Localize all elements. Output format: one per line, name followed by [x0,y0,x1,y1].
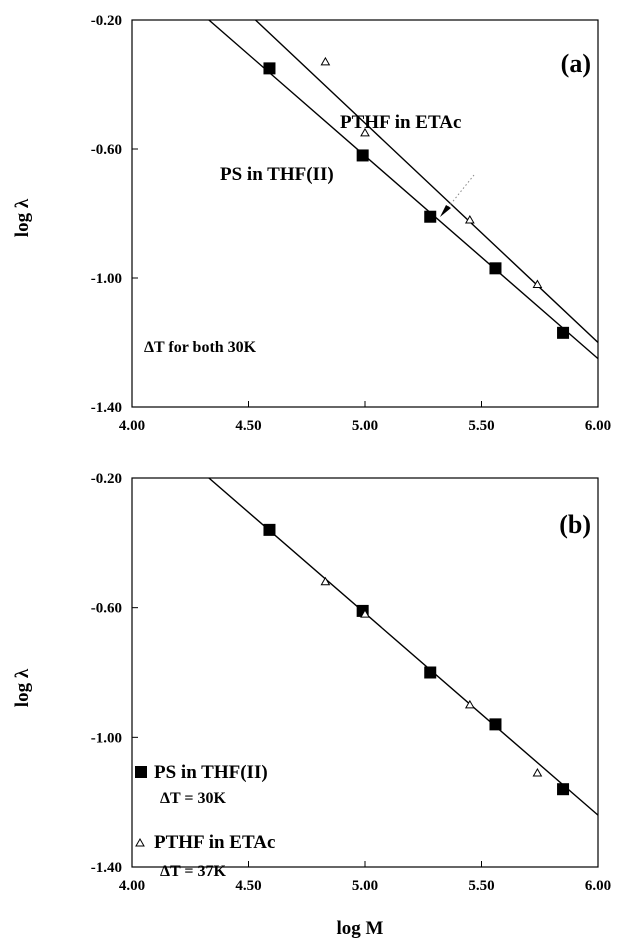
legend-marker-pthf [135,837,145,847]
data-point-square-a [356,149,369,162]
panel-label-a: (a) [561,49,591,78]
legend-sublabel-pthf: ΔT = 37K [160,863,227,880]
x-tick-label-b: 5.50 [468,878,494,894]
x-tick-label-a: 4.00 [119,418,145,434]
data-point-square-b [424,666,437,679]
x-tick-label-a: 5.50 [468,418,494,434]
x-axis-label: log M [337,918,384,939]
panel-b: log λ (b) 4.00 4.50 5.00 5.50 6.00 -0.20 -0.60… [12,471,611,939]
legend-sublabel-ps: ΔT = 30K [160,790,227,807]
x-tick-label-b: 5.00 [352,878,378,894]
x-tick-label-a: 5.00 [352,418,378,434]
data-point-square-a [424,210,437,223]
y-axis-label-b: log λ [12,668,33,707]
y-tick-label-a: -1.00 [91,271,122,287]
data-point-triangle-a [320,56,331,66]
data-point-triangle-b [320,576,331,586]
x-tick-label-a: 4.50 [235,418,261,434]
legend-b: PS in THF(II) ΔT = 30K PTHF in ETAc ΔT =… [135,762,275,880]
y-axis-label-a: log λ [12,198,33,237]
data-point-triangle-b [360,609,370,618]
data-point-triangle-a [464,214,475,224]
legend-label-pthf: PTHF in ETAc [154,832,275,853]
data-point-square-a [557,326,570,339]
data-point-square-b [263,523,276,536]
y-tick-label-b: -1.40 [91,860,122,876]
x-tick-label-b: 4.00 [119,878,145,894]
legend-marker-ps [135,766,147,778]
legend-label-ps: PS in THF(II) [154,762,268,783]
tick-labels-b: 4.00 4.50 5.00 5.50 6.00 -0.20 -0.60 -1.00 -1.40 [91,471,611,894]
y-tick-label-b: -0.20 [91,471,122,487]
plot-area-a [131,19,599,408]
plot-frame-b [131,477,599,868]
data-point-square-b [489,718,502,731]
data-point-triangle-a [532,279,543,288]
x-tick-label-b: 6.00 [585,878,611,894]
annotation-pthf-a: PTHF in ETAc [340,112,461,133]
panel-a: log λ (a) 4.00 4.50 5.00 5.50 6.00 -0.20 -0.60… [12,13,611,434]
annotation-leader-a [445,174,475,211]
annotation-delta-t-a: ΔT for both 30K [144,339,257,356]
fit-line-a-1 [255,20,598,344]
data-point-square-a [263,62,276,75]
fit-line-a-0 [208,20,598,360]
panel-label-b: (b) [559,510,591,539]
y-tick-label-a: -1.40 [91,400,122,416]
data-point-triangle-b [464,699,475,709]
y-tick-label-b: -0.60 [91,601,122,617]
x-tick-label-a: 6.00 [585,418,611,434]
x-tick-label-b: 4.50 [235,878,261,894]
data-point-square-b [557,783,570,796]
annotation-arrowhead-a [440,205,451,217]
y-tick-label-a: -0.20 [91,13,122,29]
tick-labels-a: 4.00 4.50 5.00 5.50 6.00 -0.20 -0.60 -1.00 -1.40 [91,13,611,434]
y-tick-label-b: -1.00 [91,730,122,746]
data-point-square-a [489,262,502,275]
data-point-triangle-a [360,127,370,137]
annotation-ps-a: PS in THF(II) [220,164,334,185]
y-tick-label-a: -0.60 [91,142,122,158]
plot-area-b [131,477,599,868]
data-point-triangle-b [532,767,543,777]
